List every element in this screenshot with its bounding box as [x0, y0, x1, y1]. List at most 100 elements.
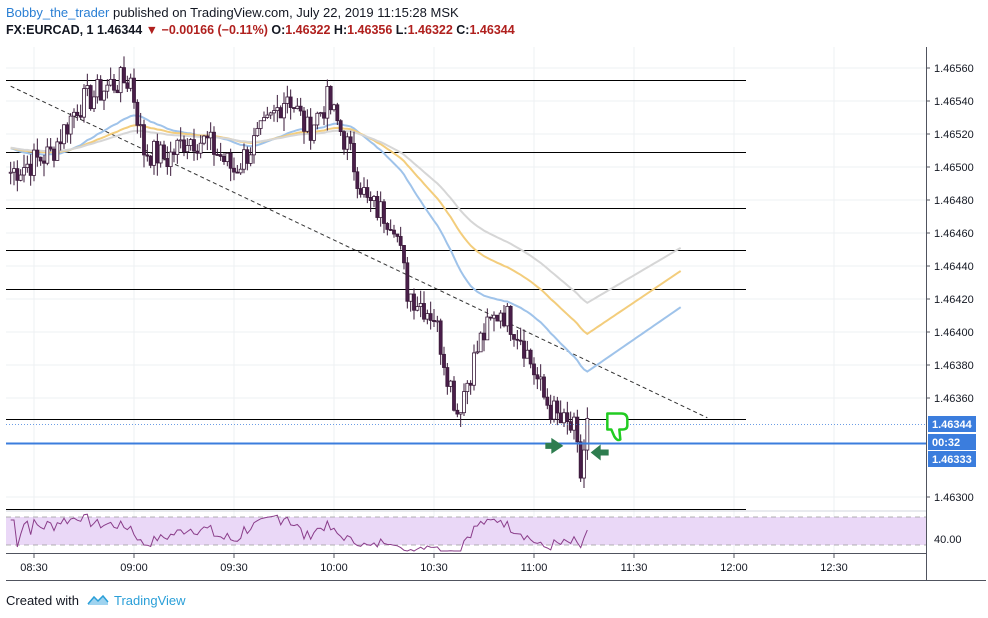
candle-body-up [585, 417, 590, 451]
y-tick-label: 1.46480 [934, 195, 974, 207]
candle [438, 318, 443, 365]
candle [175, 138, 180, 164]
published-text: published on TradingView.com, July 22, 2… [112, 5, 459, 20]
rsi-level-label: 40.00 [934, 534, 962, 546]
candle-body-down [155, 140, 160, 164]
candle-body-up [492, 314, 496, 319]
candle-body-up [475, 351, 480, 354]
candle [242, 143, 246, 174]
candle-body-up [462, 391, 466, 414]
close-value: 1.46344 [469, 23, 515, 37]
candle-body-down [535, 374, 540, 380]
candle-body-up [345, 136, 350, 150]
candle-body-up [202, 135, 206, 144]
candle [198, 135, 203, 159]
candle [12, 161, 16, 186]
candle-body-down [545, 396, 550, 406]
candle-body-up [305, 116, 310, 132]
candle [502, 305, 506, 328]
thumbs-down-icon [606, 412, 629, 442]
x-tick-label: 12:30 [820, 562, 848, 574]
author-link[interactable]: Bobby_the_trader [6, 5, 110, 20]
y-tick-label: 1.46420 [934, 294, 974, 306]
candle-body-down [375, 196, 380, 218]
candle [448, 379, 453, 393]
candle [335, 102, 340, 126]
candle-body-down [542, 376, 546, 398]
candle [312, 124, 316, 144]
candle-body-up [408, 293, 413, 302]
x-tick-label: 10:30 [420, 562, 448, 574]
candle [298, 97, 303, 116]
candle-body-up [525, 349, 530, 359]
candle-body-down [385, 223, 390, 230]
candle [225, 152, 230, 167]
candle-body-down [245, 149, 250, 164]
candle [452, 376, 456, 412]
candle [382, 199, 386, 234]
candle-body-down [452, 380, 456, 411]
candle-body-up [485, 316, 490, 341]
candle [235, 164, 240, 174]
candle-body-down [232, 167, 236, 173]
candle-body-down [235, 171, 240, 174]
candle [422, 291, 426, 323]
candle [355, 167, 360, 199]
tradingview-brand-link[interactable]: TradingView [114, 593, 186, 608]
candle [518, 327, 523, 346]
symbol-label[interactable]: FX:EURCAD, 1 [6, 23, 94, 37]
candle [132, 68, 136, 109]
candle [195, 144, 200, 161]
candle [558, 400, 563, 424]
candle [25, 155, 30, 173]
candle-body-down [338, 120, 343, 133]
y-tick-label: 1.46300 [934, 492, 974, 504]
candle-body-down [518, 339, 523, 342]
candle-body-up [448, 380, 453, 387]
candle-body-down [278, 107, 283, 119]
candle-body-up [478, 332, 483, 353]
y-tick-label: 1.46360 [934, 393, 974, 405]
candle [378, 191, 383, 227]
trendline[interactable] [10, 85, 708, 419]
candle [565, 401, 570, 435]
candle [338, 119, 343, 136]
candle [105, 79, 110, 99]
candle-body-down [125, 82, 130, 89]
candle-body-down [308, 116, 313, 141]
candle-body-down [48, 146, 53, 150]
candle [52, 146, 56, 168]
candle-body-down [348, 136, 353, 144]
candle-body-up [415, 306, 420, 311]
candle-body-up [312, 124, 316, 141]
candle-body-up [362, 187, 366, 195]
candle-body-up [582, 449, 586, 479]
y-tick-label: 1.46380 [934, 360, 974, 372]
candle-body-up [158, 144, 163, 164]
open-value: 1.46322 [285, 23, 331, 37]
candle-body-down [162, 144, 166, 159]
candle [415, 296, 420, 312]
candle [15, 160, 20, 192]
candle [102, 90, 106, 110]
candle [148, 154, 153, 169]
candle-body-down [558, 412, 563, 424]
candle [38, 156, 43, 166]
x-tick-label: 08:30 [20, 562, 48, 574]
candle-body-down [575, 416, 580, 443]
candle-body-down [532, 363, 536, 376]
candle [108, 67, 113, 87]
candle [575, 409, 580, 453]
candle [495, 314, 500, 322]
candle [125, 75, 130, 93]
candle [268, 111, 273, 120]
candle-body-down [428, 313, 433, 321]
candle-body-down [218, 154, 223, 157]
candle-body-up [318, 112, 323, 115]
price-tag-label: 1.46333 [932, 454, 972, 466]
ohlc-legend: FX:EURCAD, 1 1.46344 ▼ −0.00166 (−0.11%)… [6, 22, 515, 39]
candle [332, 103, 336, 112]
candle-body-down [412, 293, 416, 311]
candle [442, 346, 446, 376]
